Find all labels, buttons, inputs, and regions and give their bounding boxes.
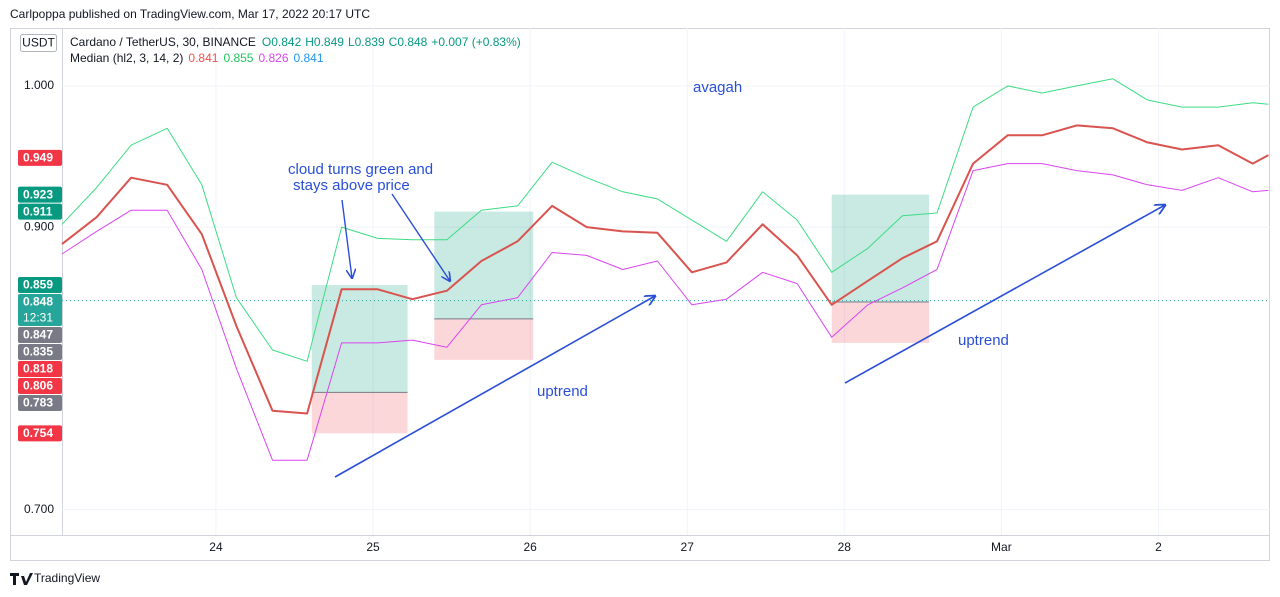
annotation: avagah <box>693 79 742 96</box>
x-tick-label: 24 <box>209 540 223 554</box>
indicator-value: 0.841 <box>294 51 324 65</box>
annotation: uptrend <box>958 332 1009 349</box>
annotation: stays above price <box>293 177 410 194</box>
annotation: cloud turns green and <box>288 161 433 178</box>
price-badge-label: 0.949 <box>23 151 53 165</box>
price-badge-label: 0.806 <box>23 379 53 393</box>
price-badge <box>18 425 62 442</box>
x-tick-label: 2 <box>1155 540 1162 554</box>
ohlc-value: +0.007 (+0.83%) <box>431 35 520 49</box>
price-badge <box>18 344 62 361</box>
price-badge-label: 0.847 <box>23 328 53 342</box>
price-badge-label: 0.818 <box>23 362 53 376</box>
price-badge <box>18 395 62 412</box>
loss-zone <box>311 392 408 434</box>
indicator-value: 0.826 <box>258 51 288 65</box>
price-badge-label: 0.859 <box>23 278 53 292</box>
ohlc-value: H0.849 <box>305 35 344 49</box>
legend-indicator: Median (hl2, 3, 14, 2) 0.841 0.855 0.826 0.8… <box>70 51 324 65</box>
y-tick-label: 0.900 <box>24 219 54 233</box>
logo <box>10 573 33 585</box>
y-tick-label: 1.000 <box>24 78 54 92</box>
currency[interactable]: USDT <box>22 36 55 50</box>
loss-zone <box>434 318 534 360</box>
price-badge-label: 0.754 <box>23 426 53 440</box>
price-badge-label: 0.848 <box>23 295 53 309</box>
arrow <box>391 193 450 281</box>
price-badge <box>18 361 62 378</box>
arrow <box>341 199 352 278</box>
ohlc-value: L0.839 <box>348 35 385 49</box>
badge-layer: 0.949 0.923 0.911 0.859 0.848 12:31 0.847 0.835… <box>18 149 62 442</box>
price-badge-label: 0.911 <box>23 204 53 218</box>
profit-zone <box>434 211 534 319</box>
arrow <box>334 296 655 478</box>
chart-frame <box>10 28 1270 561</box>
series-line <box>61 163 1269 461</box>
positions-layer <box>62 194 1270 434</box>
symbol: Cardano / TetherUS, 30, BINANCE <box>70 35 256 49</box>
price-badge <box>18 294 62 327</box>
price-badge-label: 0.923 <box>23 187 53 201</box>
published-note: Carlpoppa published on TradingView.com, … <box>10 7 370 21</box>
y-tick-label: 0.700 <box>24 502 54 516</box>
loss-zone <box>831 301 930 343</box>
arrow <box>844 205 1165 384</box>
grid-layer: 0.700 0.900 1.000 24 25 26 27 28 Mar 2 <box>24 28 1270 554</box>
x-tick-label: Mar <box>991 540 1012 554</box>
price-badge <box>18 327 62 344</box>
countdown: 12:31 <box>23 311 53 325</box>
price-badge <box>18 277 62 294</box>
series-line <box>61 78 1269 362</box>
ohlc-value: O0.842 <box>262 35 302 49</box>
x-tick-label: 27 <box>681 540 695 554</box>
x-tick-label: 25 <box>366 540 380 554</box>
annotation: uptrend <box>537 383 588 400</box>
price-badge <box>18 186 62 203</box>
price-badge-label: 0.783 <box>23 396 53 410</box>
profit-zone <box>311 285 408 393</box>
x-tick-label: 26 <box>523 540 537 554</box>
indicator-value: 0.841 <box>188 51 218 65</box>
series-layer <box>61 78 1269 461</box>
price-badge <box>18 149 62 166</box>
indicator-value: 0.855 <box>223 51 253 65</box>
x-tick-label: 28 <box>838 540 852 554</box>
indicator: Median (hl2, 3, 14, 2) <box>70 51 183 65</box>
profit-zone <box>831 194 930 302</box>
price-badge <box>18 203 62 220</box>
legend-symbol: Cardano / TetherUS, 30, BINANCE O0.842 H0.… <box>70 35 521 49</box>
currency-box[interactable] <box>20 34 57 52</box>
ohlc-value: C0.848 <box>389 35 428 49</box>
series-line <box>61 124 1269 415</box>
price-badge-label: 0.835 <box>23 345 53 359</box>
price-badge <box>18 378 62 395</box>
brand: TradingView <box>34 571 100 585</box>
